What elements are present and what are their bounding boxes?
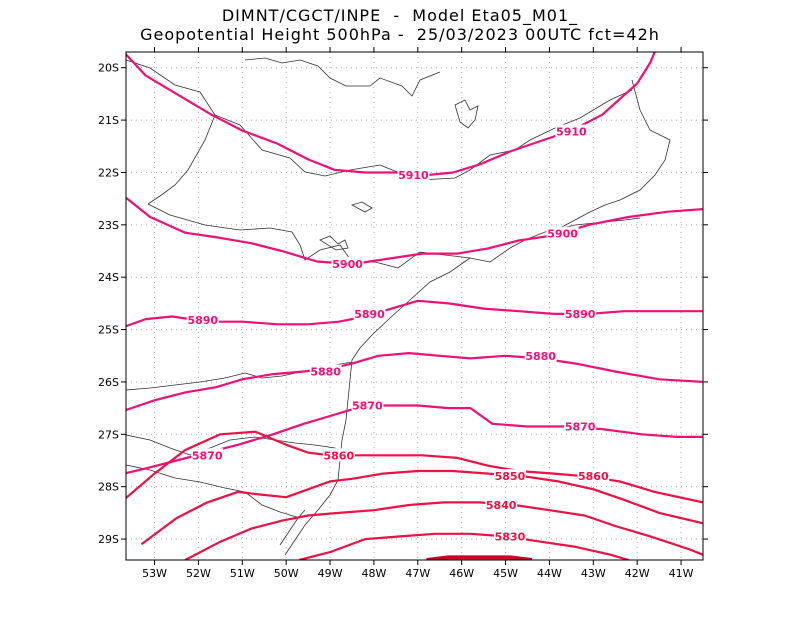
contour-label-5840: 5840 bbox=[486, 499, 517, 512]
coastline-sp-rj bbox=[352, 218, 640, 268]
state-border-ms-pr bbox=[148, 204, 352, 262]
lon-tick-label: 53W bbox=[142, 567, 167, 580]
lon-tick-label: 49W bbox=[318, 567, 343, 580]
lon-tick-label: 41W bbox=[669, 567, 694, 580]
contour-label-5910: 5910 bbox=[556, 126, 587, 139]
lon-tick-label: 42W bbox=[625, 567, 650, 580]
lat-tick-label: 20S bbox=[98, 62, 119, 75]
country-border-west bbox=[126, 465, 300, 518]
lon-tick-label: 50W bbox=[274, 567, 299, 580]
contour-lines: 5910 5910 5900 5900 5890 5890 5890 5880 5880 5870… bbox=[124, 52, 703, 560]
lagoa-dos-patos bbox=[280, 510, 305, 545]
lon-tick-label: 43W bbox=[581, 567, 606, 580]
contour-label-5860: 5860 bbox=[578, 470, 609, 483]
lat-tick-label: 22S bbox=[98, 166, 119, 179]
state-border-west bbox=[245, 58, 440, 96]
lat-tick-label: 24S bbox=[98, 271, 119, 284]
lon-tick-label: 52W bbox=[186, 567, 211, 580]
lat-tick-label: 23S bbox=[98, 219, 119, 232]
contour-label-5910: 5910 bbox=[398, 169, 429, 182]
contour-line-5840 bbox=[185, 502, 703, 560]
lat-tick-label: 27S bbox=[98, 428, 119, 441]
reservoir-3 bbox=[320, 236, 348, 250]
contour-label-5900: 5900 bbox=[547, 228, 578, 241]
contour-label-5890: 5890 bbox=[565, 308, 596, 321]
contour-label-5850: 5850 bbox=[495, 470, 526, 483]
contour-line-5860 bbox=[124, 432, 703, 503]
contour-label-5830: 5830 bbox=[495, 530, 526, 543]
contour-label-5870: 5870 bbox=[192, 449, 223, 462]
contour-label-5870: 5870 bbox=[352, 400, 383, 413]
lon-tick-label: 48W bbox=[361, 567, 386, 580]
contour-label-5860: 5860 bbox=[323, 449, 354, 462]
lat-tick-label: 25S bbox=[98, 324, 119, 337]
lon-tick-label: 47W bbox=[405, 567, 430, 580]
contour-label-5880: 5880 bbox=[310, 365, 341, 378]
contour-line-5910 bbox=[124, 52, 655, 175]
lon-tick-label: 45W bbox=[493, 567, 518, 580]
plot-frame bbox=[126, 52, 703, 560]
lon-tick-label: 51W bbox=[230, 567, 255, 580]
lat-lon-grid bbox=[126, 52, 703, 560]
contour-line-5900 bbox=[124, 196, 703, 264]
reservoir-2 bbox=[352, 202, 372, 212]
contour-label-5900: 5900 bbox=[332, 258, 363, 271]
lat-tick-label: 21S bbox=[98, 114, 119, 127]
lon-tick-label: 46W bbox=[449, 567, 474, 580]
lon-tick-label: 44W bbox=[537, 567, 562, 580]
state-border-mg-sp bbox=[126, 60, 215, 204]
contour-label-5880: 5880 bbox=[525, 350, 556, 363]
contour-label-5870: 5870 bbox=[565, 420, 596, 433]
lat-tick-label: 28S bbox=[98, 481, 119, 494]
reservoir-1 bbox=[455, 100, 478, 128]
contour-label-5890: 5890 bbox=[187, 314, 218, 327]
lat-tick-label: 29S bbox=[98, 533, 119, 546]
lat-tick-label: 26S bbox=[98, 376, 119, 389]
contour-label-5890: 5890 bbox=[354, 308, 385, 321]
